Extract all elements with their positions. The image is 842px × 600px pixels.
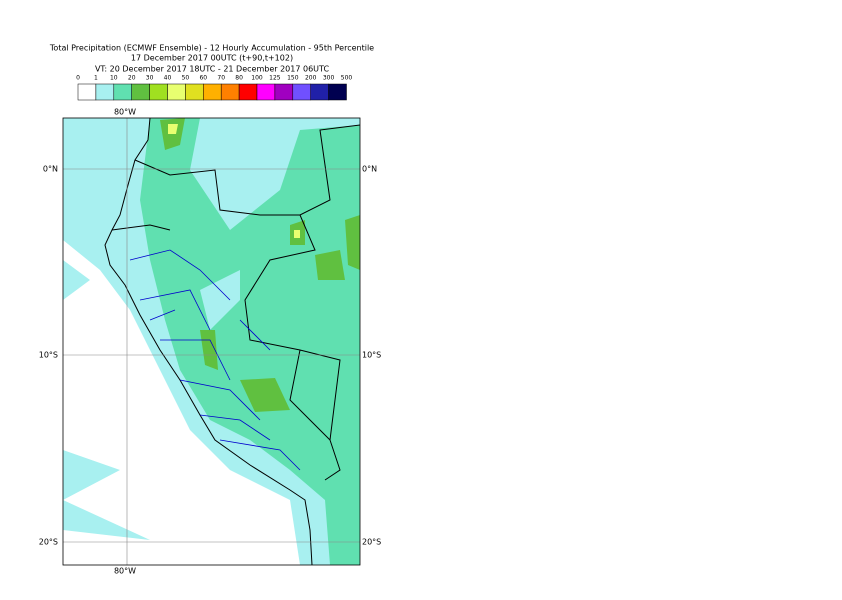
legend-label: 500 [341, 75, 353, 82]
legend-label: 80 [235, 75, 243, 82]
legend-label: 20 [128, 75, 136, 82]
legend-swatch [274, 83, 294, 101]
legend-label: 200 [305, 75, 317, 82]
lat-label: 20°S [39, 538, 58, 547]
run-time: 17 December 2017 00UTC (t+90,t+102) [131, 54, 293, 63]
legend-swatch [185, 83, 204, 101]
legend-swatch [113, 83, 132, 101]
legend-swatch [95, 83, 115, 101]
legend-swatch [131, 83, 150, 101]
legend-label: 30 [146, 75, 154, 82]
precip-heavy [160, 118, 360, 412]
legend-swatch [149, 83, 168, 101]
legend-label: 0 [76, 75, 80, 82]
lat-label: 20°S [362, 538, 381, 547]
lat-label: 10°S [362, 351, 381, 360]
map-frame [62, 117, 361, 566]
legend-label: 150 [287, 75, 299, 82]
legend-swatch [77, 83, 97, 101]
legend-swatch [256, 83, 276, 101]
lon-label: 80°W [114, 108, 136, 117]
legend-swatch [203, 83, 222, 101]
legend-label: 40 [164, 75, 172, 82]
legend-swatch [292, 83, 311, 101]
title: Total Precipitation (ECMWF Ensemble) - 1… [49, 44, 374, 53]
legend-swatch [328, 83, 347, 101]
lon-label: 80°W [114, 567, 136, 576]
valid-time: VT: 20 December 2017 18UTC - 21 December… [95, 65, 329, 74]
country-borders [111, 124, 360, 481]
legend-label: 10 [110, 75, 118, 82]
coastline [104, 118, 313, 565]
legend-label: 50 [182, 75, 190, 82]
legend-label: 1 [94, 75, 98, 82]
lat-label: 0°N [362, 165, 377, 174]
lat-label: 10°S [39, 351, 58, 360]
legend-label: 70 [217, 75, 225, 82]
legend-swatch [238, 83, 258, 101]
legend-label: 60 [199, 75, 207, 82]
legend-label: 100 [251, 75, 263, 82]
legend: 0 1 10 20 30 40 50 60 70 80 100 125 150 200 300 500 [76, 75, 352, 101]
legend-swatch [220, 83, 240, 101]
regional-borders [129, 249, 301, 471]
lat-label: 0°N [43, 165, 58, 174]
legend-swatch [310, 83, 329, 101]
legend-label: 125 [269, 75, 281, 82]
precip-light-sea [63, 118, 150, 540]
legend-label: 300 [323, 75, 335, 82]
legend-swatch [167, 83, 186, 101]
map: 80°W 80°W 0°N 10°S 20°S 0°N 10°S 20°S [39, 108, 382, 576]
